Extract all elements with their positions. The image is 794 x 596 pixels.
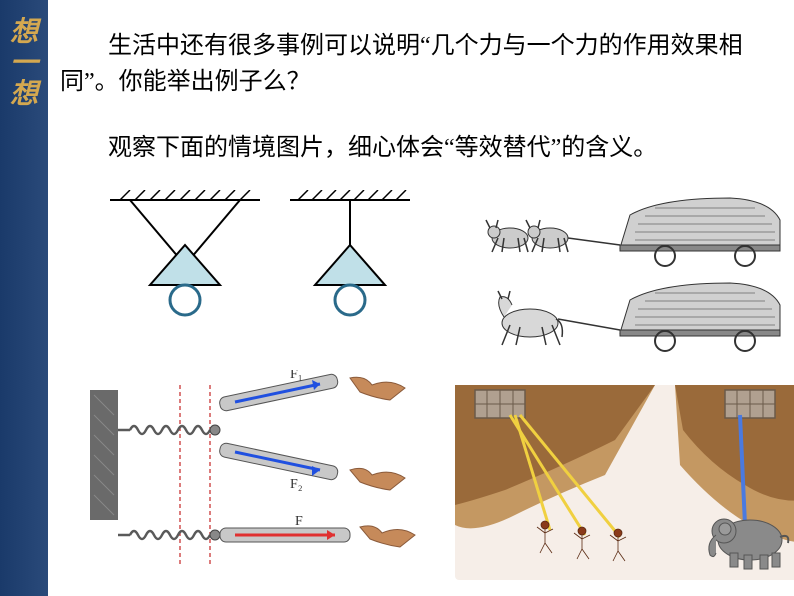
label-f2: F₂ bbox=[290, 477, 303, 492]
label-f: F bbox=[295, 514, 303, 529]
pendulum-one-string bbox=[290, 190, 410, 320]
sidebar: 想 一 想 bbox=[0, 0, 48, 596]
pendulum-two-strings bbox=[110, 190, 260, 320]
sidebar-char-1: 想 bbox=[10, 18, 38, 49]
sidebar-char-3: 想 bbox=[10, 80, 38, 111]
diagrams-area: F₁ F₂ F bbox=[60, 190, 780, 590]
text-content: 生活中还有很多事例可以说明“几个力与一个力的作用效果相同”。你能举出例子么？ 观… bbox=[60, 28, 780, 166]
paragraph-2: 观察下面的情境图片，细心体会“等效替代”的含义。 bbox=[60, 130, 780, 166]
spring-diagram: F₁ F₂ F bbox=[90, 370, 440, 570]
pull-diagram bbox=[455, 385, 794, 580]
carts-diagram bbox=[480, 185, 790, 355]
label-f1: F₁ bbox=[290, 370, 303, 382]
sidebar-char-2: 一 bbox=[10, 49, 38, 80]
paragraph-1: 生活中还有很多事例可以说明“几个力与一个力的作用效果相同”。你能举出例子么？ bbox=[60, 28, 780, 100]
